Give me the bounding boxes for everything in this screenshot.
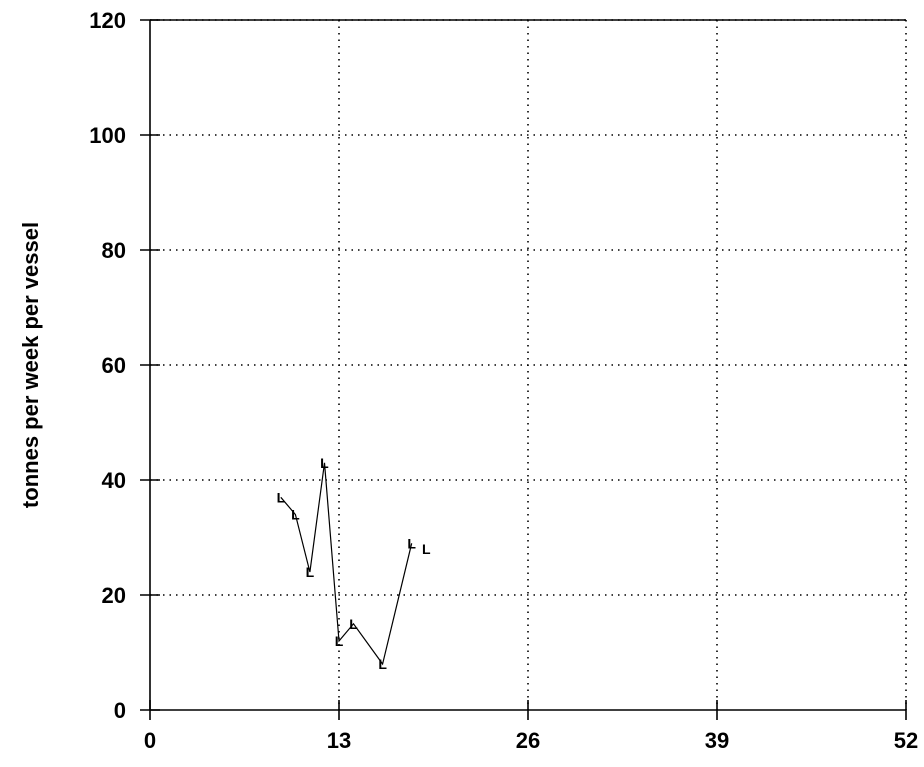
- tick-labels: 0 20 40 60 80 100 120 0 13 26 39 52: [89, 8, 918, 753]
- y-tick-label: 120: [89, 8, 126, 33]
- data-point-marker: L: [277, 489, 286, 505]
- data-point-marker: L: [407, 535, 416, 551]
- data-point-marker: L: [335, 633, 344, 649]
- y-tick-label: 80: [102, 238, 126, 263]
- x-tick-label: 26: [516, 728, 540, 753]
- grid-lines: [150, 19, 907, 710]
- y-tick-label: 100: [89, 123, 126, 148]
- y-tick-label: 20: [102, 583, 126, 608]
- data-point-marker: L: [320, 455, 329, 471]
- data-point-marker: L: [378, 656, 387, 672]
- x-tick-label: 0: [144, 728, 156, 753]
- x-tick-label: 39: [705, 728, 729, 753]
- y-axis-label: tonnes per week per vessel: [18, 222, 43, 508]
- series-line: [280, 462, 413, 666]
- y-tick-label: 60: [102, 353, 126, 378]
- data-point-marker: L: [349, 616, 358, 632]
- x-tick-label: 13: [327, 728, 351, 753]
- x-tick-label: 52: [894, 728, 918, 753]
- y-tick-label: 40: [102, 468, 126, 493]
- axes: [140, 19, 907, 720]
- y-tick-label: 0: [114, 698, 126, 723]
- data-point-marker: L: [306, 564, 315, 580]
- data-point-marker: L: [291, 507, 300, 523]
- data-point-marker: L: [422, 541, 431, 557]
